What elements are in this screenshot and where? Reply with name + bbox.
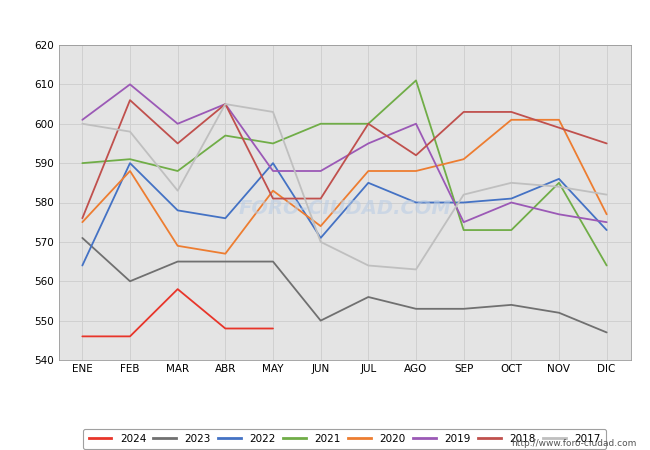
Text: Afiliados en Fuentes de León a 31/5/2024: Afiliados en Fuentes de León a 31/5/2024 bbox=[159, 12, 491, 27]
Text: http://www.foro-ciudad.com: http://www.foro-ciudad.com bbox=[512, 439, 637, 448]
Legend: 2024, 2023, 2022, 2021, 2020, 2019, 2018, 2017: 2024, 2023, 2022, 2021, 2020, 2019, 2018… bbox=[83, 429, 606, 449]
Text: FORO-CIUDAD.COM: FORO-CIUDAD.COM bbox=[238, 199, 451, 218]
